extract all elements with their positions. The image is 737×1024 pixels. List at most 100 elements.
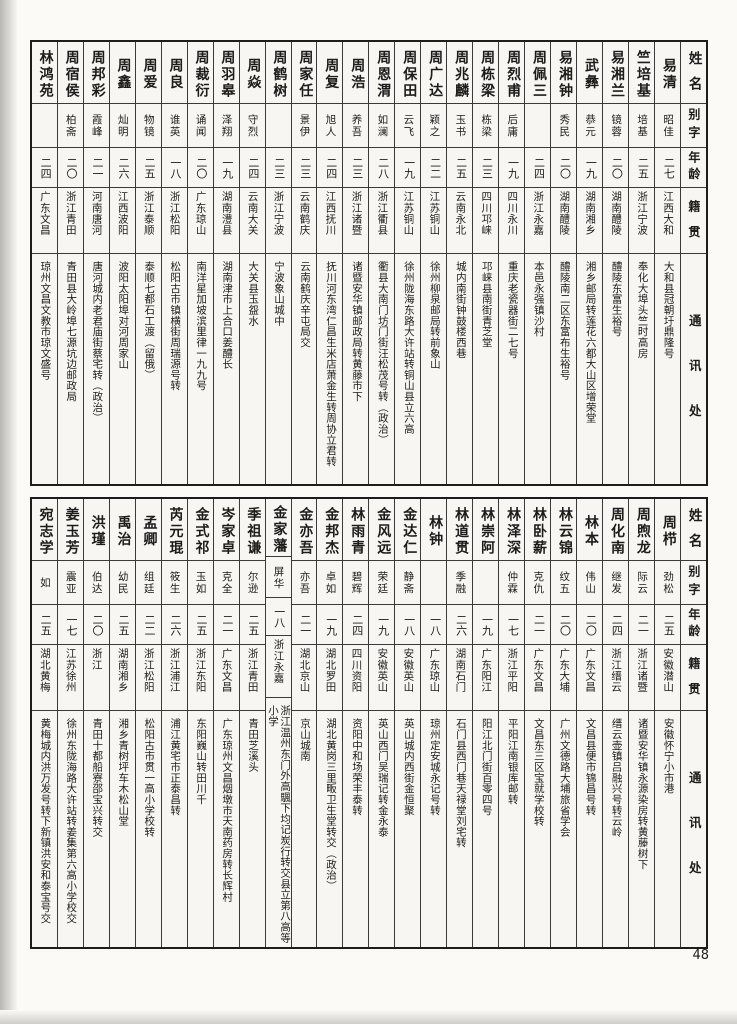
entry-address: 东阳巍山转田川千 [195, 718, 207, 805]
entry-age: 二〇 [551, 605, 577, 645]
entry-origin: 浙江松阳 [135, 645, 161, 711]
entry-origin: 湖南湘乡 [577, 188, 603, 254]
entry-origin: 湖北京山 [291, 645, 317, 711]
entry-courtesy-name: 季融 [447, 561, 473, 605]
entry-origin: 浙江青田 [239, 645, 265, 711]
entry-age: 二四 [343, 605, 369, 645]
entry-name: 姜玉芳 [57, 499, 83, 561]
entry-column: 周裁衍 诵闻 二〇 广东琼山 南洋星加坡滨里律一九九号 [186, 42, 213, 484]
entry-courtesy-name: 幼民 [109, 561, 135, 605]
entry-column: 周保田 云飞 一九 江苏铜山 徐州陇海东路大许站转铜山县立六高 [394, 42, 421, 484]
entry-column: 周爱 物镜 二五 浙江泰顺 泰顺七都石工渡（留俄） [134, 42, 161, 484]
entry-name: 林钟 [421, 499, 447, 561]
entry-origin: 湖南醴陵 [603, 188, 629, 254]
entry-age: 二六 [447, 605, 473, 645]
entry-address: 徐州东陇海路大许站转姜集第六高小学校交 [65, 718, 77, 924]
entry-column: 林道贯 季融 二六 湖南石门 石门县西门巷天禄堂刘宅转 [446, 499, 473, 947]
entry-origin: 江西大和 [655, 188, 681, 254]
entry-address: 青田县大岭埠七源坑边邮政局 [65, 261, 77, 402]
entry-courtesy-name: 灿明 [109, 104, 135, 148]
entry-courtesy-name: 震亚 [57, 561, 83, 605]
entry-column: 周复 旭人 二四 江西抚川 抚川河东湾仁昌生米店萧金生转周协立君转 [316, 42, 343, 484]
entry-address: 文昌县便市锦昌号转 [584, 718, 596, 816]
entry-column: 金风远 荣廷 一九 安徽英山 英山西门吴瑞记转金永泰 [368, 499, 395, 947]
entry-origin: 四川资阳 [343, 645, 369, 711]
header-column: 姓名 别字 年龄 籍贯 通讯处 [680, 42, 706, 484]
entry-age: 二三 [291, 148, 317, 188]
entry-origin: 四川邛崃 [473, 188, 499, 254]
entry-column: 周佩三 二四 浙江永嘉 本邑永强镇沙村 [524, 42, 551, 484]
entry-courtesy-name [265, 104, 291, 148]
entry-column: 姜玉芳 震亚 一七 江苏徐州 徐州东陇海路大许站转姜集第六高小学校交 [56, 499, 83, 947]
entry-origin: 湖南石门 [447, 645, 473, 711]
entry-column: 孟卿 组廷 二二 浙江松阳 松阳古市贯一高小学校转 [134, 499, 161, 947]
entry-origin: 广东阳江 [473, 645, 499, 711]
header-courtesy: 别字 [681, 104, 706, 148]
entry-address: 徐州柳泉邮局转前象山 [428, 261, 440, 370]
entry-address: 湘乡邮局转莲花六都大山区增荣堂 [584, 261, 596, 424]
entry-column: 周烈甫 后庸 一九 四川永川 重庆老瓷器街二七号 [498, 42, 525, 484]
entry-column: 林雨青 碧辉 二四 四川资阳 资阳中和场荣丰泰转 [342, 499, 369, 947]
entry-age: 一九 [499, 148, 525, 188]
entry-name: 岑家卓 [213, 499, 239, 561]
entry-courtesy-name: 克全 [213, 561, 239, 605]
entry-address: 平阳江南银库邮转 [506, 718, 518, 805]
entry-column: 周广达 颖之 二二 江苏铜山 徐州柳泉邮局转前象山 [420, 42, 447, 484]
entry-origin: 浙江永嘉 [525, 188, 551, 254]
entry-age: 一八 [421, 605, 447, 645]
entry-address: 广州文德路大埔旅省学会 [558, 718, 570, 837]
entry-address: 广东琼州文昌烟墩市天南药房转长辉村 [221, 718, 233, 902]
header-name: 姓名 [681, 42, 706, 104]
entry-age: 二五 [31, 605, 57, 645]
entry-origin: 安徽英山 [395, 645, 421, 711]
entry-courtesy-name [473, 561, 499, 605]
entry-address: 琼州定安城永记号转 [428, 718, 440, 816]
entry-courtesy-name: 玉书 [447, 104, 473, 148]
entry-age: 一九 [473, 605, 499, 645]
entry-courtesy-name: 卓如 [317, 561, 343, 605]
entry-address: 南洋星加坡滨里律一九九号 [195, 261, 207, 391]
entry-column: 周栋梁 栋梁 二三 四川邛崃 邛崃县南街青芝堂 [472, 42, 499, 484]
entry-name: 周宿侯 [57, 42, 83, 104]
page-number: 48 [692, 948, 709, 963]
entry-age: 二六 [109, 148, 135, 188]
entry-name: 周裁衍 [187, 42, 213, 104]
entry-name: 金邦杰 [317, 499, 343, 561]
entry-address: 邛崃县南街青芝堂 [480, 261, 492, 348]
entry-name: 周鹤树 [265, 42, 291, 104]
entry-age: 二〇 [603, 148, 629, 188]
entry-origin: 湖南醴陵 [551, 188, 577, 254]
entry-age: 二二 [135, 605, 161, 645]
header-column: 姓名 别字 年龄 籍贯 通讯处 [680, 499, 706, 947]
entry-courtesy-name: 伯达 [83, 561, 109, 605]
entry-age: 二六 [161, 605, 187, 645]
entry-address: 浦江黄宅市正泰昌转 [169, 718, 181, 816]
entry-origin: 浙江缙云 [603, 645, 629, 711]
entry-courtesy-name: 后庸 [499, 104, 525, 148]
entry-address: 重庆老瓷器街二七号 [506, 261, 518, 359]
entry-column: 林云锦 纹五 二〇 广东大埔 广州文德路大埔旅省学会 [550, 499, 577, 947]
entry-name: 金亦吾 [291, 499, 317, 561]
entry-address: 湖北黄岗三里畈卫生堂转交（政治） [324, 718, 336, 892]
entry-courtesy-name: 谁英 [161, 104, 187, 148]
entry-origin: 浙江宁波 [629, 188, 655, 254]
entry-address: 泰顺七都石工渡（留俄） [143, 261, 155, 380]
entry-column: 武彝 恭元 一九 湖南湘乡 湘乡邮局转莲花六都大山区增荣堂 [576, 42, 603, 484]
entry-name: 易清 [655, 42, 681, 104]
entry-origin: 云南永北 [447, 188, 473, 254]
entry-origin: 安徽英山 [369, 645, 395, 711]
entry-age: 二〇 [187, 148, 213, 188]
entry-name: 周恩渭 [369, 42, 395, 104]
entry-column: 金邦杰 卓如 一九 湖北罗田 湖北黄岗三里畈卫生堂转交（政治） [316, 499, 343, 947]
entry-age: 二五 [629, 148, 655, 188]
entry-origin: 湖南澧县 [213, 188, 239, 254]
entry-origin: 广东文昌 [577, 645, 603, 711]
entry-address: 松阳古市镇横街周瑞源号转 [169, 261, 181, 391]
entry-courtesy-name: 如 [31, 561, 57, 605]
entry-origin: 广东文昌 [525, 645, 551, 711]
entry-origin: 湖南湘乡 [109, 645, 135, 711]
entry-name: 林泽深 [499, 499, 525, 561]
entry-age: 一九 [317, 605, 343, 645]
entry-age: 一九 [577, 148, 603, 188]
entry-name: 芮元琨 [161, 499, 187, 561]
